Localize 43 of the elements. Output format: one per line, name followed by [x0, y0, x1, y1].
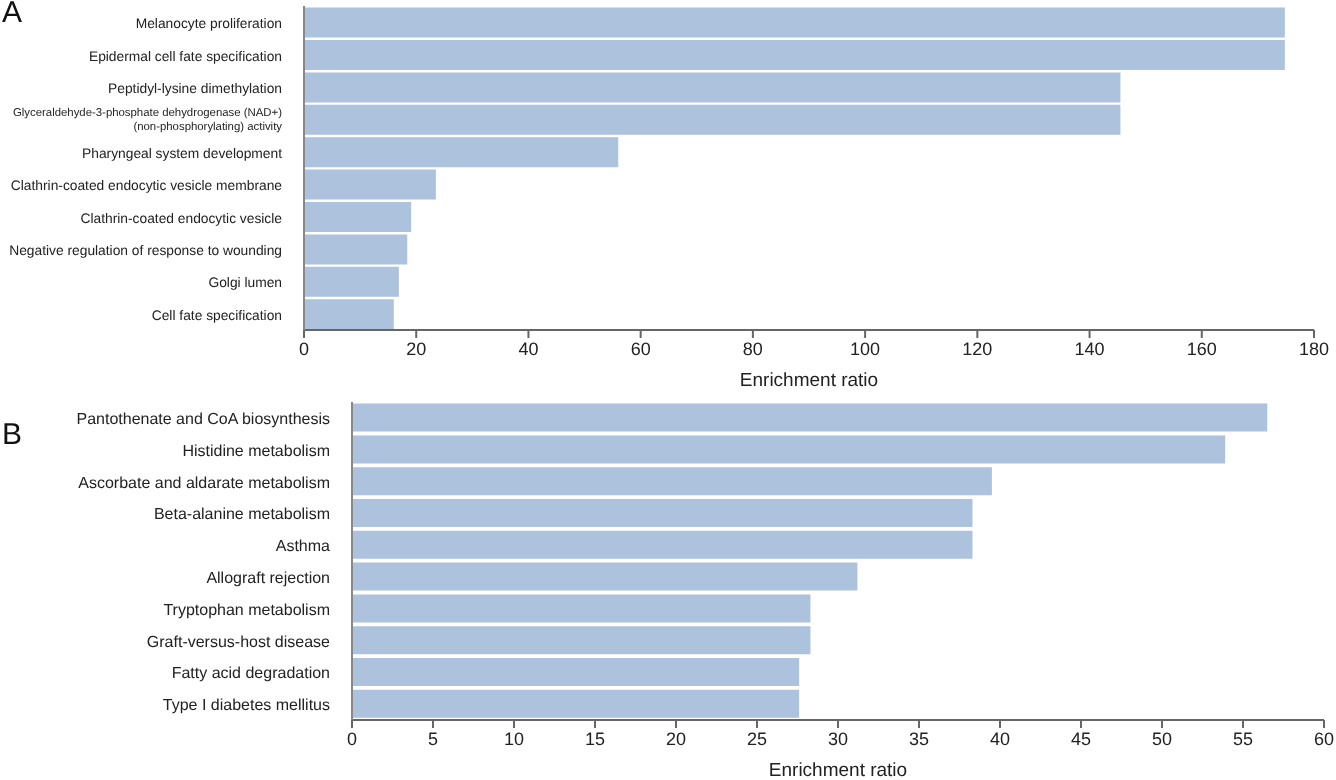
x-tick-label: 160 — [1186, 338, 1217, 359]
x-tick-label: 0 — [298, 338, 310, 359]
x-axis-title: Enrichment ratio — [768, 760, 908, 780]
x-tick-label: 20 — [665, 728, 687, 749]
x-tick-label: 60 — [630, 338, 651, 359]
x-tick-label: 15 — [584, 728, 606, 749]
bar — [352, 498, 973, 527]
y-tick-label: Fatty acid degradation — [171, 664, 330, 683]
y-tick-label: Allograft rejection — [206, 568, 330, 587]
x-tick-label: 20 — [406, 338, 427, 359]
bar — [352, 467, 992, 496]
x-tick-label: 0 — [346, 728, 358, 749]
x-tick-label: 5 — [427, 728, 439, 749]
x-tick-label: 40 — [518, 338, 539, 359]
x-tick-label: 25 — [746, 728, 768, 749]
text: A — [2, 0, 23, 30]
x-tick-label: 60 — [1313, 728, 1335, 749]
x-tick-label: 40 — [989, 728, 1011, 749]
y-tick-label: Graft-versus-host disease — [146, 632, 332, 651]
x-axis-title: Enrichment ratio — [739, 370, 879, 392]
y-tick-label: Asthma — [275, 537, 332, 556]
bar — [352, 689, 800, 718]
x-tick-label: 120 — [962, 338, 993, 359]
y-tick-label: Ascorbate and aldarate metabolism — [78, 473, 331, 492]
x-tick-label: 180 — [1298, 338, 1330, 359]
x-tick-label: 50 — [1151, 728, 1173, 749]
x-tick-label: 35 — [908, 728, 930, 749]
text: B — [2, 418, 23, 452]
y-tick-label: Type I diabetes mellitus — [162, 696, 330, 715]
x-tick-label: 55 — [1232, 728, 1254, 749]
x-tick-label: 140 — [1074, 338, 1105, 359]
x-tick-label: 10 — [503, 728, 525, 749]
y-tick-label: Histidine metabolism — [182, 441, 331, 460]
bar — [352, 626, 811, 655]
bar — [352, 657, 800, 686]
x-tick-label: 45 — [1070, 728, 1092, 749]
x-tick-label: 80 — [742, 338, 763, 359]
x-tick-label: 30 — [827, 728, 849, 749]
y-tick-label: Tryptophan metabolism — [163, 600, 331, 619]
bar — [352, 530, 973, 559]
y-tick-label: Pantothenate and CoA biosynthesis — [76, 409, 330, 428]
y-tick-label: Beta-alanine metabolism — [153, 505, 331, 524]
x-tick-label: 100 — [850, 338, 881, 359]
